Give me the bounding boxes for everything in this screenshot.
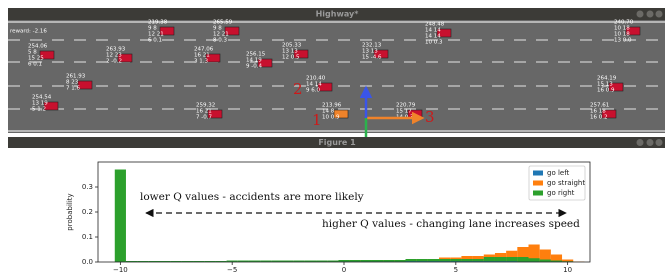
car xyxy=(78,81,92,89)
window-button[interactable] xyxy=(647,11,654,18)
window-button[interactable] xyxy=(637,11,644,18)
car-label: 13 0.0 xyxy=(614,38,632,44)
legend-label: go right xyxy=(547,189,575,197)
car-label: 9 -0.4 xyxy=(246,64,262,70)
y-tick-label: 0.0 xyxy=(82,258,93,266)
car-label: 6 0.1 xyxy=(28,62,42,68)
car-label: 5 1.2 xyxy=(32,107,46,113)
marker-label: 1 xyxy=(312,111,322,129)
histogram-bar xyxy=(115,170,126,263)
x-tick-label: −5 xyxy=(227,266,237,274)
car-label: 10 0.9 xyxy=(322,115,340,121)
car-label: 10 0.3 xyxy=(425,40,443,46)
window-button[interactable] xyxy=(656,139,663,146)
car-label: 16 0.9 xyxy=(597,88,615,94)
y-tick-label: 0.2 xyxy=(82,208,93,216)
car-label: 15 -4.6 xyxy=(362,55,382,61)
x-tick-label: 0 xyxy=(342,266,346,274)
legend-swatch xyxy=(533,181,543,186)
x-tick-label: −10 xyxy=(113,266,128,274)
marker-label: 2 xyxy=(293,80,303,98)
car-label: 16 0.2 xyxy=(590,115,608,121)
window-title: Figure 1 xyxy=(318,138,356,147)
y-axis-label: probability xyxy=(66,193,74,230)
screenshot: Highway* reward: -2.16 219.389 812 216 0… xyxy=(0,0,665,275)
page: { "highway_window": { "title": "Highway*… xyxy=(0,0,665,275)
window-button[interactable] xyxy=(647,139,654,146)
x-tick-label: 5 xyxy=(454,266,458,274)
histogram-bar xyxy=(517,257,528,262)
car-label: 7 -0.7 xyxy=(196,115,212,121)
annotation: lower Q values - accidents are more like… xyxy=(140,191,364,203)
x-tick-label: 10 xyxy=(563,266,572,274)
annotation: higher Q values - changing lane increase… xyxy=(322,218,580,230)
car-label: 8 0.3 xyxy=(213,38,227,44)
car-label: 2 -0.2 xyxy=(106,59,122,65)
window-button[interactable] xyxy=(637,139,644,146)
legend-swatch xyxy=(533,171,543,176)
legend-label: go left xyxy=(547,169,570,177)
y-tick-label: 0.1 xyxy=(82,233,93,241)
car-label: 3 1.3 xyxy=(194,59,208,65)
car-label: 9 6.0 xyxy=(306,88,320,94)
legend-swatch xyxy=(533,191,543,196)
window-button[interactable] xyxy=(656,11,663,18)
legend-label: go straight xyxy=(547,179,585,187)
car-label: 6 0.1 xyxy=(148,38,162,44)
reward: reward: -2.16 xyxy=(10,29,47,35)
histogram-bar xyxy=(529,258,540,262)
window-title: Highway* xyxy=(316,10,360,19)
y-tick-label: 0.3 xyxy=(82,183,93,191)
car-label: 12 0.5 xyxy=(282,55,300,61)
marker-label: 3 xyxy=(425,108,435,126)
car-label: 7 1.6 xyxy=(66,86,80,92)
